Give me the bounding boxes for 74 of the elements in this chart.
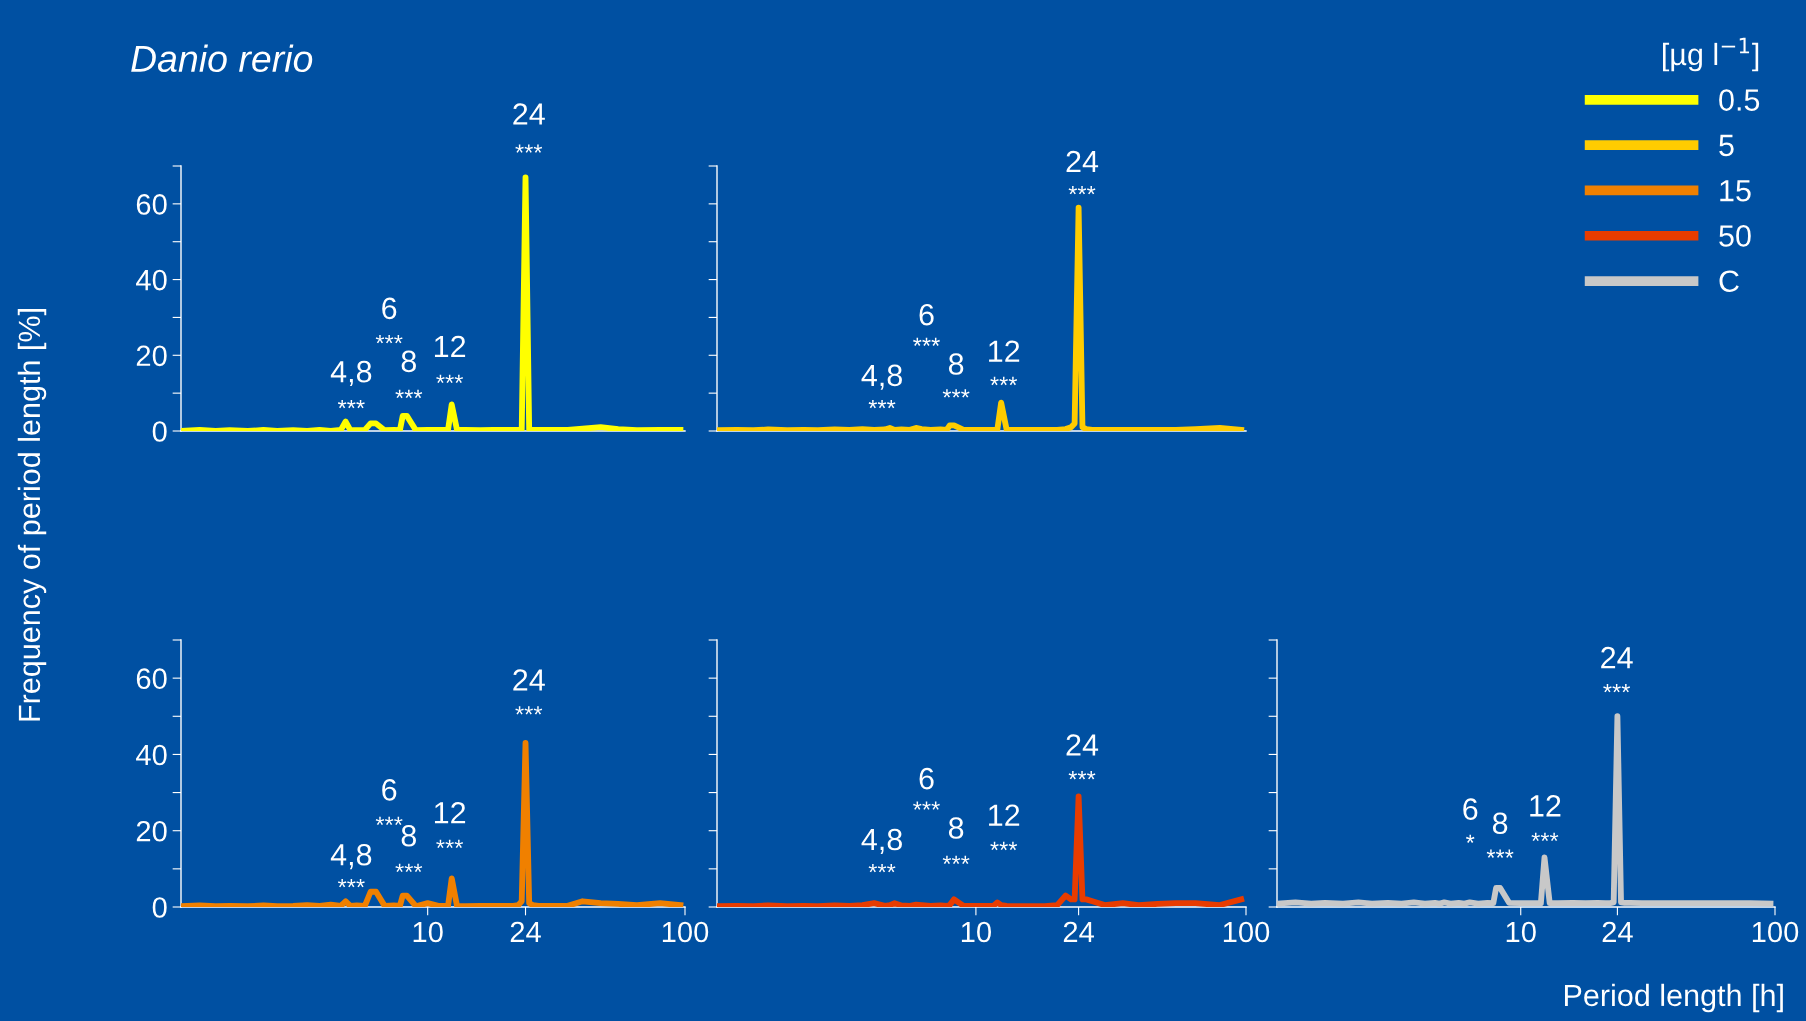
annotation: ***	[1531, 832, 1559, 842]
annotation: 24	[1066, 734, 1099, 756]
annotation: ***	[990, 841, 1018, 851]
annotation: 8	[948, 817, 964, 839]
annotation: 4,8	[330, 843, 372, 870]
legend-label: 0.5	[1719, 89, 1760, 111]
legend-label: 15	[1720, 180, 1751, 202]
annotation: ***	[337, 878, 365, 888]
x-tick-label: 24	[1063, 921, 1094, 943]
y-tick-label: 20	[136, 820, 167, 842]
legend-title: [µg l$^{−1}$]	[1663, 37, 1759, 72]
y-tick-label: 40	[136, 744, 167, 766]
annotation: ***	[1603, 684, 1631, 693]
x-tick-label: 10	[961, 921, 991, 943]
annotation: 24	[1601, 646, 1633, 669]
chart-title: Danio rerio	[131, 44, 313, 73]
annotation: ***	[395, 389, 423, 399]
annotation: 6	[919, 767, 934, 790]
y-tick-label: 60	[136, 668, 167, 689]
annotation: 6	[919, 303, 934, 326]
annotation: 8	[401, 824, 416, 847]
annotation: 12	[989, 340, 1020, 362]
text: 24	[513, 103, 545, 125]
annotation: ***	[375, 335, 403, 344]
y-tick-label: 0	[152, 421, 167, 442]
annotation: 12	[434, 801, 466, 824]
y-tick-label: 20	[136, 345, 167, 367]
annotation: 8	[1492, 812, 1508, 835]
annotation: ***	[1068, 186, 1096, 195]
annotation: 8	[401, 350, 416, 373]
annotation: 6	[382, 779, 397, 801]
x-axis-title: Period length [h]	[1565, 983, 1783, 1013]
annotation: 8	[948, 353, 964, 375]
annotation: ***	[436, 839, 464, 849]
annotation: ***	[436, 374, 464, 384]
annotation: ***	[395, 863, 423, 873]
x-tick-label: 100	[662, 921, 709, 943]
annotation: ***	[375, 816, 403, 826]
x-tick-label: 100	[1223, 921, 1270, 943]
annotation: 12	[434, 335, 466, 358]
annotation: ***	[1486, 849, 1514, 858]
annotation: ***	[990, 376, 1018, 386]
text: ***	[515, 144, 543, 153]
annotation: 24	[513, 669, 545, 691]
x-tick-label: 100	[1752, 921, 1799, 943]
annotation: ***	[913, 337, 940, 346]
annotation: ***	[1068, 771, 1096, 780]
y-tick-label: 0	[152, 897, 167, 918]
annotation: 4,8	[330, 360, 372, 387]
legend-label: 50	[1719, 225, 1751, 247]
legend-label: 5	[1719, 134, 1734, 157]
annotation: 24	[1066, 150, 1099, 173]
annotation: ***	[515, 706, 543, 715]
annotation: ***	[942, 855, 970, 865]
annotation: 12	[989, 804, 1020, 826]
annotation: ***	[942, 389, 970, 398]
legend-label: C	[1719, 270, 1739, 293]
x-tick-label: 10	[1506, 921, 1536, 943]
annotation: 4,8	[861, 364, 902, 390]
x-tick-label: 24	[1602, 921, 1633, 943]
x-tick-label: 24	[510, 921, 541, 943]
annotation: ***	[868, 864, 896, 873]
y-axis-title: Frequency of period length [%]	[17, 309, 47, 721]
annotation: 6	[1463, 798, 1478, 820]
annotation: 6	[382, 297, 397, 320]
annotation: ***	[868, 399, 896, 409]
annotation: ***	[337, 399, 365, 409]
y-tick-label: 60	[136, 194, 167, 215]
y-tick-label: 40	[136, 269, 167, 291]
annotation: 12	[1530, 795, 1561, 817]
annotation: ***	[913, 801, 940, 810]
annotation: *	[1466, 834, 1475, 843]
annotation: 4,8	[861, 828, 902, 854]
x-tick-label: 10	[413, 921, 443, 943]
